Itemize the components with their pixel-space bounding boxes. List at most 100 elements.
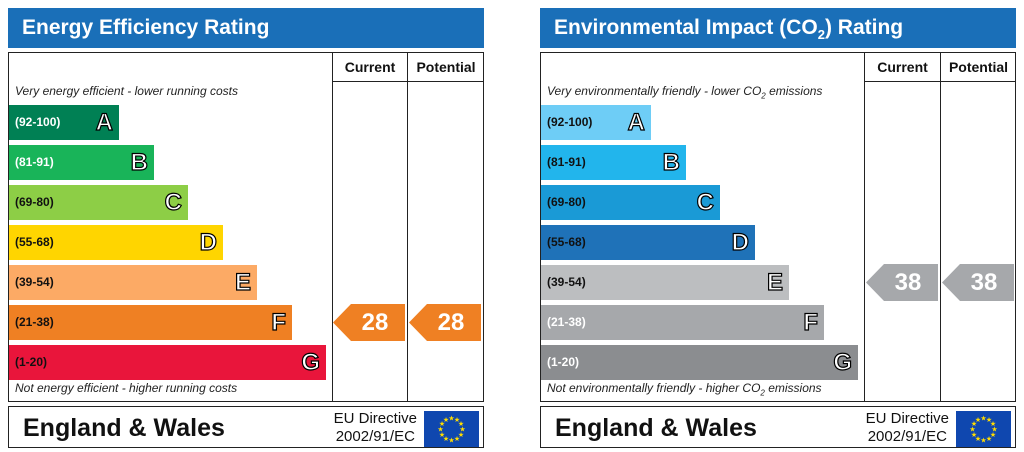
band-letter: G [301, 348, 321, 376]
band-range-label: (1-20) [547, 355, 580, 369]
directive-line-1: EU Directive [333, 410, 417, 427]
potential-rating-value: 38 [970, 269, 998, 296]
region-label: England & Wales [555, 414, 757, 442]
svg-text:★: ★ [990, 431, 996, 439]
environment-footer: England & Wales EU Directive 2002/91/EC … [540, 406, 1016, 448]
band-range-label: (39-54) [15, 275, 54, 289]
directive-line-2: 2002/91/EC [335, 428, 415, 445]
svg-text:★: ★ [458, 431, 464, 439]
band-letter: D [199, 228, 218, 256]
top-caption: Very environmentally friendly - lower CO… [547, 84, 823, 101]
band-range-label: (81-91) [15, 155, 54, 169]
band-letter: A [627, 108, 646, 136]
svg-text:★: ★ [990, 420, 996, 428]
svg-text:★: ★ [980, 437, 986, 445]
rating-band-c: (69-80) C [9, 185, 188, 220]
potential-column-header: Potential [948, 59, 1009, 75]
svg-text:★: ★ [986, 416, 992, 424]
svg-text:★: ★ [443, 416, 449, 424]
bottom-caption: Not environmentally friendly - higher CO… [547, 381, 822, 398]
svg-text:★: ★ [971, 420, 977, 428]
svg-text:★: ★ [448, 437, 454, 445]
energy-efficiency-panel: Energy Efficiency Rating Current Potenti… [8, 8, 484, 448]
potential-rating-arrow: 38 [942, 264, 1014, 301]
rating-band-d: (55-68) D [541, 225, 755, 260]
top-caption: Very energy efficient - lower running co… [15, 84, 238, 98]
band-letter: D [731, 228, 750, 256]
band-letter: C [164, 188, 183, 216]
divider [940, 53, 941, 401]
svg-text:★: ★ [459, 426, 465, 434]
divider [332, 53, 333, 401]
band-letter: B [662, 148, 681, 176]
potential-rating-value: 28 [437, 309, 465, 336]
svg-text:★: ★ [980, 415, 986, 423]
rating-band-c: (69-80) C [541, 185, 720, 220]
band-letter: E [234, 268, 251, 296]
eu-directive-label: EU Directive 2002/91/EC [334, 410, 417, 446]
band-letter: G [833, 348, 853, 376]
svg-text:★: ★ [975, 435, 981, 443]
band-range-label: (21-38) [547, 315, 586, 329]
rating-band-a: (92-100) A [541, 105, 651, 140]
rating-band-a: (92-100) A [9, 105, 119, 140]
band-range-label: (39-54) [547, 275, 586, 289]
band-range-label: (69-80) [15, 195, 54, 209]
energy-footer: England & Wales EU Directive 2002/91/EC … [8, 406, 484, 448]
svg-text:★: ★ [454, 435, 460, 443]
header-divider [333, 81, 483, 82]
rating-band-d: (55-68) D [9, 225, 223, 260]
rating-band-g: (1-20) G [9, 345, 326, 380]
rating-band-f: (21-38) F [541, 305, 824, 340]
band-range-label: (1-20) [15, 355, 48, 369]
title-text-end: ) Rating [824, 16, 904, 39]
current-column-header: Current [877, 59, 928, 75]
svg-text:★: ★ [458, 420, 464, 428]
divider [407, 53, 408, 401]
current-rating-arrow: 38 [866, 264, 938, 301]
potential-column-header: Potential [416, 59, 476, 75]
svg-text:★: ★ [454, 416, 460, 424]
band-letter: A [95, 108, 114, 136]
current-rating-value: 38 [894, 269, 922, 296]
rating-band-b: (81-91) B [9, 145, 154, 180]
band-range-label: (81-91) [547, 155, 586, 169]
rating-band-e: (39-54) E [9, 265, 257, 300]
band-letter: F [271, 308, 287, 336]
bottom-caption: Not energy efficient - higher running co… [15, 381, 238, 395]
svg-text:★: ★ [975, 416, 981, 424]
band-letter: C [696, 188, 715, 216]
svg-text:★: ★ [969, 426, 975, 434]
svg-text:★: ★ [437, 426, 443, 434]
header-divider [865, 81, 1015, 82]
svg-text:★: ★ [439, 420, 445, 428]
potential-rating-arrow: 28 [409, 304, 481, 341]
svg-text:★: ★ [448, 415, 454, 423]
environment-rating-frame: Current Potential Very environmentally f… [540, 52, 1016, 402]
svg-text:★: ★ [991, 426, 997, 434]
current-column-header: Current [344, 59, 396, 75]
current-rating-arrow: 28 [333, 304, 405, 341]
band-range-label: (55-68) [547, 235, 586, 249]
band-letter: B [130, 148, 149, 176]
svg-text:★: ★ [443, 435, 449, 443]
energy-panel-title: Energy Efficiency Rating [8, 8, 484, 48]
band-letter: E [766, 268, 783, 296]
eu-flag-icon: ★ ★ ★ ★ ★ ★ ★ ★ ★ ★ ★ ★ [424, 411, 479, 447]
energy-rating-frame: Current Potential Very energy efficient … [8, 52, 484, 402]
band-range-label: (69-80) [547, 195, 586, 209]
directive-line-1: EU Directive [865, 410, 949, 427]
environmental-impact-panel: Environmental Impact (CO2) Rating Curren… [540, 8, 1016, 448]
title-subscript: 2 [817, 27, 825, 43]
svg-text:★: ★ [986, 435, 992, 443]
rating-band-g: (1-20) G [541, 345, 858, 380]
current-rating-value: 28 [361, 309, 389, 336]
rating-band-b: (81-91) B [541, 145, 686, 180]
divider [864, 53, 865, 401]
svg-text:★: ★ [971, 431, 977, 439]
svg-text:★: ★ [439, 431, 445, 439]
title-text: Environmental Impact (CO [554, 16, 818, 39]
eu-flag-icon: ★ ★ ★ ★ ★ ★ ★ ★ ★ ★ ★ ★ [956, 411, 1011, 447]
region-label: England & Wales [23, 414, 225, 442]
directive-line-2: 2002/91/EC [867, 428, 947, 445]
